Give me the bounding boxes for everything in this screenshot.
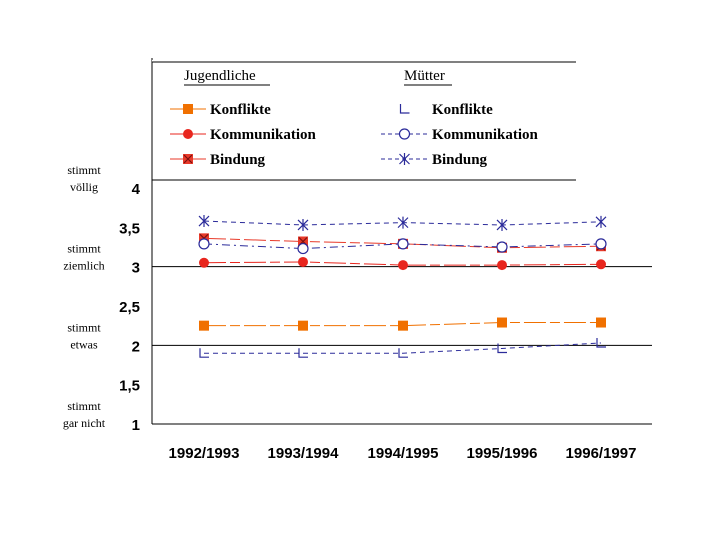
- data-point: [496, 218, 508, 231]
- y-tick-label: 3: [132, 260, 140, 277]
- legend-entry: Konflikte: [399, 102, 493, 118]
- series-line: [203, 237, 602, 249]
- x-tick-label: 1992/1993: [169, 445, 240, 462]
- data-point: [595, 238, 607, 250]
- data-point: [397, 216, 409, 229]
- legend-entry: Bindung: [170, 152, 266, 168]
- x-tick-label: 1993/1994: [268, 445, 340, 462]
- legend-label: Kommunikation: [432, 127, 539, 143]
- data-point: [497, 317, 507, 328]
- legend-marker: [183, 104, 193, 114]
- legend: Jugendliche Konflikte Kommunikation Bindung…: [151, 60, 576, 181]
- data-point: [199, 348, 209, 358]
- data-point: [497, 343, 507, 354]
- series-jugendliche-konflikte: [199, 317, 606, 331]
- data-point: [297, 218, 309, 231]
- y-descriptor-label: etwas: [70, 337, 98, 351]
- y-descriptor-label: stimmt: [67, 399, 101, 413]
- x-tick-label: 1994/1995: [368, 445, 439, 462]
- y-tick-label: 1: [132, 417, 140, 434]
- legend-background: [152, 60, 576, 180]
- data-point: [497, 260, 507, 271]
- series-line: [204, 342, 602, 354]
- series-layer: [198, 215, 607, 358]
- series-line: [204, 322, 601, 327]
- data-point: [596, 337, 606, 348]
- legend-label: Kommunikation: [210, 127, 317, 143]
- y-descriptor-label: stimmt: [67, 163, 101, 177]
- data-point: [298, 320, 308, 331]
- data-point: [398, 348, 408, 358]
- y-descriptor-label: stimmt: [67, 242, 101, 256]
- y-tick-label: 2: [132, 338, 140, 355]
- data-point: [297, 242, 309, 255]
- data-point: [397, 238, 409, 250]
- legend-entry: Kommunikation: [170, 127, 317, 143]
- legend-marker: [398, 128, 411, 140]
- data-point: [298, 256, 308, 267]
- legend-marker: [183, 154, 193, 164]
- data-point: [298, 348, 308, 358]
- data-point: [496, 241, 508, 253]
- y-tick-label: 3,5: [119, 220, 140, 237]
- series-m-tter-bindung: [198, 215, 607, 231]
- legend-label: Konflikte: [210, 102, 271, 118]
- legend-marker: [399, 104, 410, 114]
- data-point: [596, 259, 606, 270]
- legend-entry: Kommunikation: [381, 127, 539, 143]
- series-line: [203, 261, 602, 266]
- data-point: [595, 215, 607, 228]
- legend-group-title: Mütter: [404, 68, 445, 84]
- data-point: [198, 238, 210, 250]
- series-jugendliche-kommunikation: [199, 256, 606, 271]
- axis-layer: 1 1,5 2 2,5 3 3,5 4 stimmt völlig stimmt ziemlich s…: [63, 58, 652, 462]
- y-descriptor-label: ziemlich: [63, 259, 104, 273]
- data-point: [596, 317, 606, 328]
- legend-marker: [183, 129, 193, 139]
- legend-border: [151, 61, 576, 181]
- x-tick-label: 1996/1997: [566, 445, 637, 462]
- legend-label: Bindung: [432, 152, 488, 168]
- legend-entry: Konflikte: [170, 102, 271, 118]
- y-descriptor-label: stimmt: [67, 320, 101, 334]
- y-tick-label: 1,5: [119, 378, 140, 395]
- data-point: [398, 320, 408, 331]
- y-descriptor-label: völlig: [70, 180, 98, 194]
- data-point: [199, 257, 209, 268]
- y-tick-label: 4: [132, 181, 141, 198]
- y-descriptor-label: gar nicht: [63, 416, 106, 430]
- legend-group-title: Jugendliche: [184, 68, 256, 84]
- x-tick-label: 1995/1996: [467, 445, 538, 462]
- data-point: [398, 260, 408, 271]
- legend-entry: Bindung: [381, 152, 488, 168]
- data-point: [198, 215, 210, 228]
- legend-label: Konflikte: [432, 102, 493, 118]
- y-tick-label: 2,5: [119, 299, 140, 316]
- series-m-tter-konflikte: [199, 337, 606, 358]
- legend-marker: [399, 153, 410, 165]
- data-point: [199, 320, 209, 331]
- series-m-tter-kommunikation: [198, 238, 607, 255]
- legend-label: Bindung: [210, 152, 266, 168]
- grid-layer: [152, 266, 652, 346]
